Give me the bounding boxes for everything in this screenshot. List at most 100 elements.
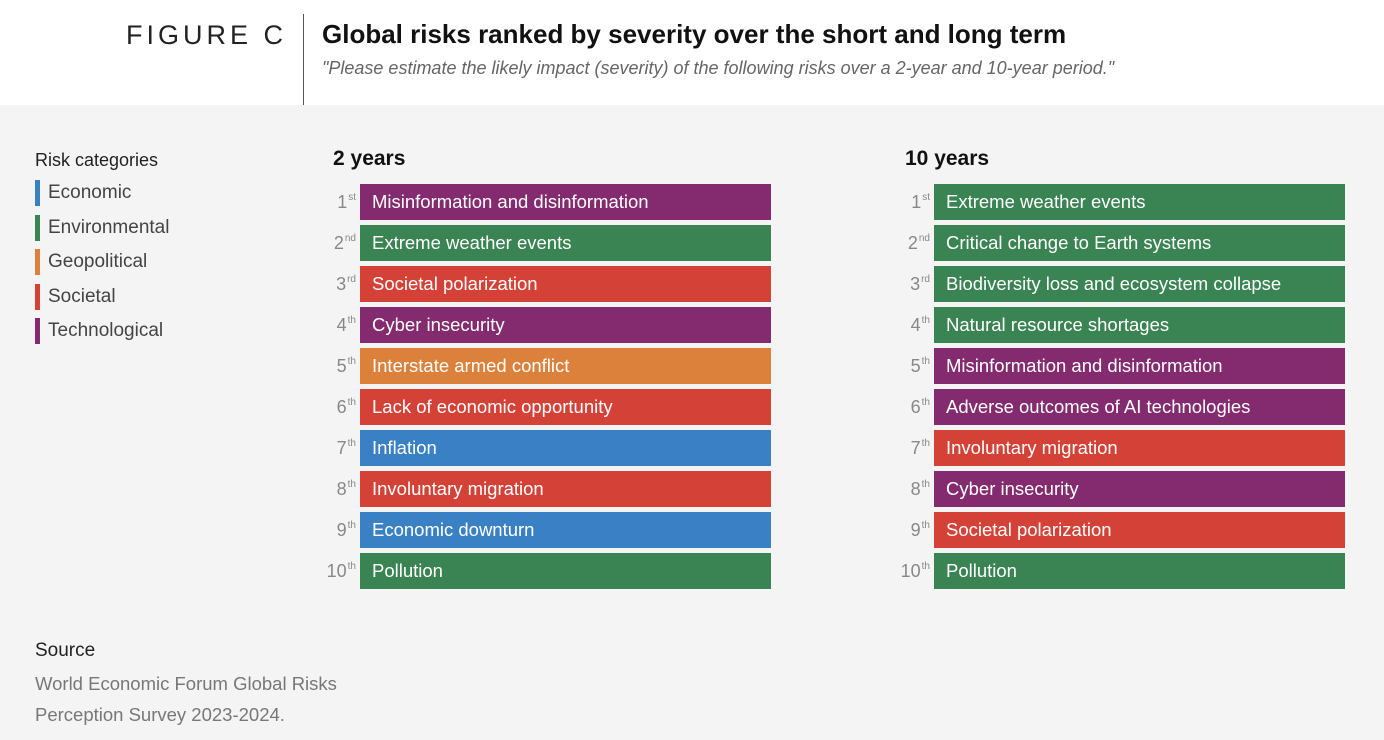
rank-label: 7th [896, 438, 930, 459]
rank-number: 10 [326, 561, 347, 581]
risk-bar: Extreme weather events [934, 184, 1345, 220]
figure-label: FIGURE C [126, 20, 288, 50]
risk-bar: Involuntary migration [360, 471, 771, 507]
rank-number: 4 [910, 315, 921, 335]
rank-row: 4th Natural resource shortages [896, 307, 1366, 343]
risk-bar: Inflation [360, 430, 771, 466]
legend-item-societal: Societal [35, 283, 169, 310]
rank-suffix: th [347, 561, 356, 572]
source-label: Source [35, 640, 96, 661]
rank-label: 1st [322, 192, 356, 213]
rank-number: 1 [911, 192, 922, 212]
legend-title: Risk categories [35, 150, 159, 170]
rank-row: 6th Adverse outcomes of AI technologies [896, 389, 1366, 425]
rank-row: 6th Lack of economic opportunity [322, 389, 792, 425]
rank-number: 9 [910, 520, 921, 540]
rank-number: 2 [907, 233, 918, 253]
rank-label: 6th [896, 397, 930, 418]
rank-suffix: th [921, 561, 930, 572]
rank-suffix: rd [347, 274, 356, 285]
legend-item-technological: Technological [35, 318, 169, 344]
rank-label: 5th [896, 356, 930, 377]
risk-bar: Societal polarization [934, 512, 1345, 548]
figure-header: FIGURE C Global risks ranked by severity… [0, 0, 1384, 105]
rank-label: 4th [322, 315, 356, 336]
rank-suffix: th [921, 479, 930, 490]
rank-number: 6 [336, 397, 347, 417]
rank-suffix: rd [921, 274, 930, 285]
risk-bar: Involuntary migration [934, 430, 1345, 466]
rank-suffix: th [921, 397, 930, 408]
legend-swatch [35, 283, 40, 310]
rank-number: 5 [910, 356, 921, 376]
rank-label: 8th [896, 479, 930, 500]
risk-bar: Adverse outcomes of AI technologies [934, 389, 1345, 425]
rank-row: 2nd Extreme weather events [322, 225, 792, 261]
rank-number: 8 [910, 479, 921, 499]
rank-number: 5 [336, 356, 347, 376]
source: Source World Economic Forum Global Risks… [35, 640, 365, 730]
rank-suffix: th [347, 479, 356, 490]
rank-suffix: th [921, 356, 930, 367]
column-title-2-years: 2 years [333, 147, 406, 170]
legend-item-geopolitical: Geopolitical [35, 249, 169, 275]
rank-number: 4 [336, 315, 347, 335]
rank-label: 10th [896, 561, 930, 582]
rank-suffix: th [347, 438, 356, 449]
rank-row: 9th Societal polarization [896, 512, 1366, 548]
rank-row: 7th Involuntary migration [896, 430, 1366, 466]
legend-item-economic: Economic [35, 180, 169, 206]
rank-label: 10th [322, 561, 356, 582]
rank-row: 1st Extreme weather events [896, 184, 1366, 220]
rank-label: 1st [896, 192, 930, 213]
rank-label: 3rd [322, 274, 356, 295]
rank-label: 2nd [896, 233, 930, 254]
rank-row: 10th Pollution [322, 553, 792, 589]
rank-number: 1 [337, 192, 348, 212]
rank-number: 7 [336, 438, 347, 458]
risk-bar: Societal polarization [360, 266, 771, 302]
legend-swatch [35, 318, 40, 344]
risk-bar: Critical change to Earth systems [934, 225, 1345, 261]
rank-number: 3 [910, 274, 921, 294]
risk-bar: Lack of economic opportunity [360, 389, 771, 425]
legend: Risk categories Economic Environmental Geo… [35, 150, 169, 353]
rank-suffix: th [347, 520, 356, 531]
rank-row: 1st Misinformation and disinformation [322, 184, 792, 220]
legend-items: Economic Environmental Geopolitical Societa… [35, 180, 169, 344]
risk-bar: Biodiversity loss and ecosystem collapse [934, 266, 1345, 302]
risk-bar: Pollution [934, 553, 1345, 589]
chart-title: Global risks ranked by severity over the… [322, 19, 1067, 49]
risk-bar: Misinformation and disinformation [360, 184, 771, 220]
rank-suffix: th [347, 356, 356, 367]
rank-number: 7 [910, 438, 921, 458]
rank-label: 3rd [896, 274, 930, 295]
rank-row: 10th Pollution [896, 553, 1366, 589]
rank-row: 5th Misinformation and disinformation [896, 348, 1366, 384]
legend-label: Geopolitical [48, 251, 148, 272]
column-title-10-years: 10 years [905, 147, 990, 170]
rank-label: 5th [322, 356, 356, 377]
rank-row: 4th Cyber insecurity [322, 307, 792, 343]
rank-suffix: th [347, 397, 356, 408]
rank-label: 7th [322, 438, 356, 459]
rank-suffix: th [921, 315, 930, 326]
rank-suffix: th [347, 315, 356, 326]
rank-suffix: th [921, 438, 930, 449]
rank-suffix: st [922, 192, 930, 203]
rank-label: 9th [322, 520, 356, 541]
rank-number: 10 [900, 561, 921, 581]
legend-label: Technological [48, 320, 164, 341]
rank-suffix: st [348, 192, 356, 203]
rank-row: 7th Inflation [322, 430, 792, 466]
risk-bar: Pollution [360, 553, 771, 589]
column-10-years: 10 years 1st Extreme weather events 2nd Cri… [896, 147, 1345, 589]
legend-label: Environmental [48, 216, 170, 238]
legend-swatch [35, 180, 40, 206]
rank-label: 6th [322, 397, 356, 418]
rank-number: 8 [336, 479, 347, 499]
chart-subtitle: "Please estimate the likely impact (seve… [322, 58, 1115, 78]
source-text: World Economic Forum Global Risks Percep… [35, 673, 337, 725]
column-2-years: 2 years 1st Misinformation and disinforma… [322, 147, 771, 589]
rank-row: 8th Involuntary migration [322, 471, 792, 507]
